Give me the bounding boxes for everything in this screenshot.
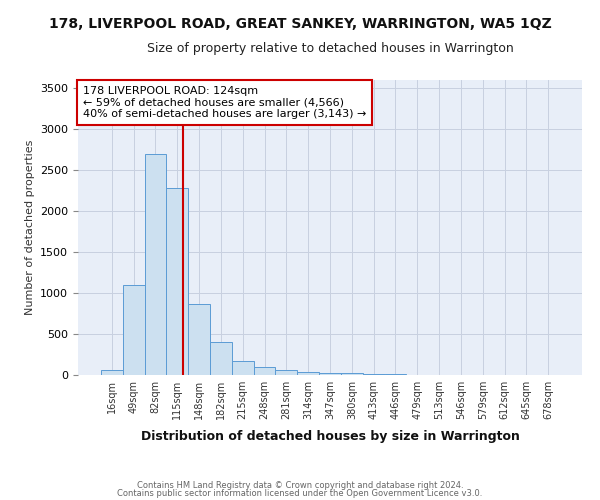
Bar (123, 285, 145, 375)
Bar (297, 372, 319, 375)
Text: 178 LIVERPOOL ROAD: 124sqm
← 59% of detached houses are smaller (4,566)
40% of s: 178 LIVERPOOL ROAD: 124sqm ← 59% of deta… (83, 86, 367, 119)
Text: 178, LIVERPOOL ROAD, GREAT SANKEY, WARRINGTON, WA5 1QZ: 178, LIVERPOOL ROAD, GREAT SANKEY, WARRI… (49, 18, 551, 32)
Bar (275, 370, 297, 375)
Bar (188, 304, 210, 375)
Bar (210, 342, 232, 375)
Bar (319, 372, 341, 375)
Bar (101, 370, 123, 375)
Bar (254, 367, 275, 375)
Title: Size of property relative to detached houses in Warrington: Size of property relative to detached ho… (146, 42, 514, 55)
Bar (385, 374, 406, 375)
Bar (363, 374, 385, 375)
X-axis label: Distribution of detached houses by size in Warrington: Distribution of detached houses by size … (140, 430, 520, 444)
Bar (145, 154, 166, 375)
Bar (166, 188, 188, 375)
Text: Contains HM Land Registry data © Crown copyright and database right 2024.: Contains HM Land Registry data © Crown c… (137, 481, 463, 490)
Text: Contains public sector information licensed under the Open Government Licence v3: Contains public sector information licen… (118, 488, 482, 498)
Bar (232, 360, 254, 375)
Bar (341, 373, 363, 375)
Y-axis label: Number of detached properties: Number of detached properties (25, 140, 35, 315)
